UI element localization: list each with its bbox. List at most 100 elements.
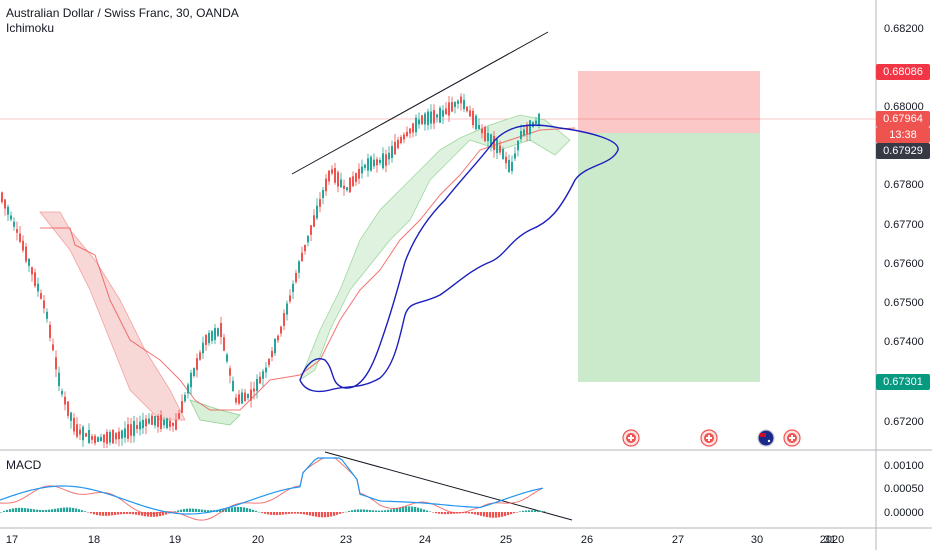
macd-histogram-bar bbox=[402, 506, 405, 512]
macd-histogram-bar bbox=[267, 512, 270, 515]
candle-body bbox=[145, 418, 147, 427]
candle-body bbox=[454, 102, 456, 107]
macd-histogram-bar bbox=[180, 509, 183, 512]
candle-body bbox=[250, 389, 252, 401]
candle-body bbox=[148, 418, 150, 424]
macd-histogram-bar bbox=[345, 511, 348, 513]
candle-body bbox=[445, 108, 447, 115]
stop-loss-zone[interactable] bbox=[578, 71, 760, 133]
macd-histogram-bar bbox=[111, 512, 114, 516]
candle-body bbox=[352, 176, 354, 187]
candle-body bbox=[400, 136, 402, 144]
projection-path[interactable] bbox=[299, 124, 619, 393]
candle-body bbox=[247, 393, 249, 399]
price-tick-label: 0.67700 bbox=[884, 219, 924, 231]
macd-histogram-bar bbox=[177, 510, 180, 512]
candle-body bbox=[130, 424, 132, 436]
candle-body bbox=[28, 258, 30, 266]
candle-body bbox=[61, 391, 63, 395]
macd-histogram-bar bbox=[243, 507, 246, 512]
macd-histogram-bar bbox=[405, 506, 408, 512]
symbol-title[interactable]: Australian Dollar / Swiss Franc, 30, OAN… bbox=[6, 6, 239, 20]
candle-body bbox=[442, 110, 444, 117]
macd-histogram-bar bbox=[159, 512, 162, 517]
candle-body bbox=[439, 107, 441, 123]
macd-histogram-bar bbox=[447, 512, 450, 515]
candle-body bbox=[340, 179, 342, 188]
candle-body bbox=[385, 154, 387, 166]
candle-body bbox=[226, 354, 228, 362]
macd-histogram-bar bbox=[183, 509, 186, 512]
economic-event-icon[interactable] bbox=[700, 429, 718, 447]
macd-histogram-bar bbox=[438, 512, 441, 514]
candle-body bbox=[361, 166, 363, 174]
macd-histogram-bar bbox=[444, 512, 447, 515]
macd-histogram-bar bbox=[147, 512, 150, 517]
candle-body bbox=[163, 420, 165, 426]
candle-body bbox=[103, 434, 105, 443]
macd-histogram-bar bbox=[288, 512, 291, 514]
indicator-label[interactable]: Ichimoku bbox=[6, 21, 55, 35]
candle-body bbox=[529, 120, 531, 135]
macd-histogram-bar bbox=[273, 512, 276, 516]
australia-flag-icon[interactable] bbox=[757, 429, 775, 447]
macd-histogram-bar bbox=[414, 507, 417, 512]
macd-histogram-bar bbox=[495, 512, 498, 518]
candle-body bbox=[190, 372, 192, 388]
candle-body bbox=[67, 401, 69, 416]
take-profit-zone[interactable] bbox=[578, 133, 760, 382]
candle-body bbox=[136, 425, 138, 429]
candle-body bbox=[43, 300, 45, 309]
candle-body bbox=[124, 428, 126, 438]
candle-body bbox=[409, 128, 411, 134]
candle-body bbox=[82, 426, 84, 441]
macd-indicator-label[interactable]: MACD bbox=[6, 458, 42, 472]
candle-body bbox=[4, 199, 6, 209]
candle-body bbox=[301, 252, 303, 262]
candle-body bbox=[475, 115, 477, 130]
candle-body bbox=[202, 342, 204, 354]
macd-histogram-bar bbox=[423, 509, 426, 512]
candle-body bbox=[388, 152, 390, 160]
candle-body bbox=[49, 324, 51, 338]
macd-histogram-bar bbox=[468, 512, 471, 514]
time-tick-label: 2020 bbox=[820, 534, 844, 546]
macd-histogram-bar bbox=[291, 512, 294, 514]
macd-histogram-bar bbox=[396, 507, 399, 512]
candle-body bbox=[436, 114, 438, 118]
candle-body bbox=[505, 156, 507, 164]
macd-histogram-bar bbox=[303, 512, 306, 515]
macd-histogram-bar bbox=[258, 511, 261, 513]
macd-histogram-bar bbox=[483, 512, 486, 517]
resistance-trendline[interactable] bbox=[291, 31, 549, 175]
macd-histogram-bar bbox=[30, 508, 33, 512]
macd-histogram-bar bbox=[387, 509, 390, 512]
candle-body bbox=[214, 328, 216, 340]
macd-divergence-trendline[interactable] bbox=[324, 451, 573, 521]
entry-price-tag: 0.67929 bbox=[876, 143, 930, 159]
candle-body bbox=[112, 429, 114, 444]
economic-event-icon[interactable] bbox=[783, 429, 801, 447]
time-tick-label: 20 bbox=[252, 534, 264, 546]
macd-histogram-bar bbox=[378, 510, 381, 512]
price-tick-label: 0.67200 bbox=[884, 416, 924, 428]
macd-histogram-bar bbox=[207, 510, 210, 512]
macd-histogram-bar bbox=[330, 512, 333, 517]
macd-histogram-bar bbox=[162, 512, 165, 516]
ichimoku-cloud-bear bbox=[39, 211, 186, 421]
economic-event-icon[interactable] bbox=[622, 429, 640, 447]
candle-body bbox=[469, 110, 471, 117]
candle-body bbox=[487, 133, 489, 141]
candle-body bbox=[319, 199, 321, 207]
macd-histogram-bar bbox=[9, 509, 12, 512]
macd-histogram-bar bbox=[48, 509, 51, 512]
candle-body bbox=[526, 125, 528, 134]
candle-body bbox=[73, 417, 75, 432]
macd-histogram-bar bbox=[471, 512, 474, 514]
macd-histogram-bar bbox=[270, 512, 273, 515]
macd-histogram-bar bbox=[81, 510, 84, 512]
candle-body bbox=[337, 172, 339, 187]
macd-histogram-bar bbox=[489, 512, 492, 518]
macd-histogram-bar bbox=[192, 508, 195, 512]
